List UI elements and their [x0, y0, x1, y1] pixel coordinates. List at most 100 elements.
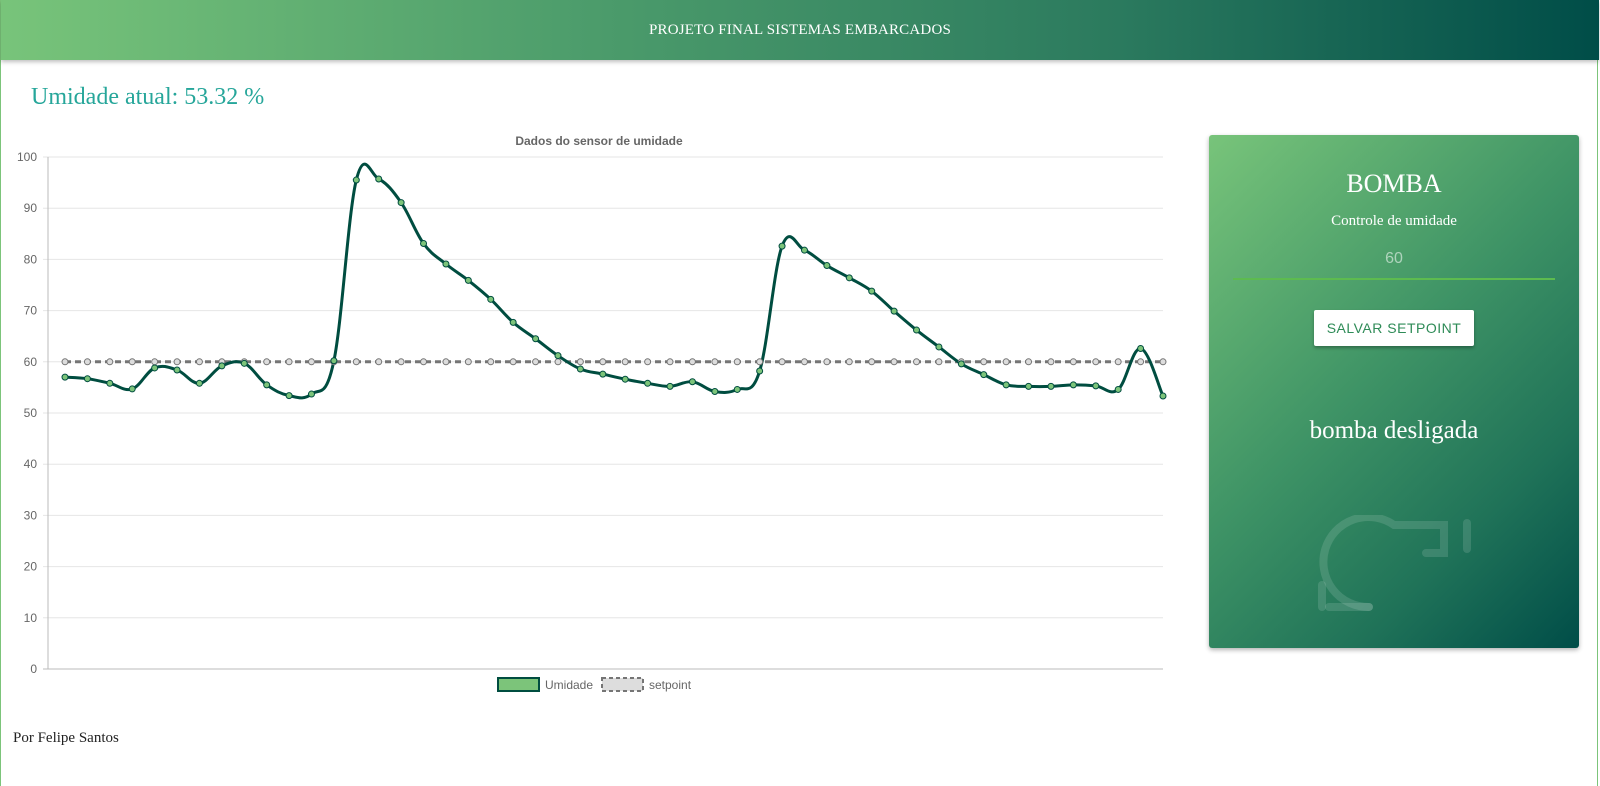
umidade-point[interactable]: [464, 276, 472, 284]
umidade-point[interactable]: [1069, 381, 1077, 389]
umidade-point[interactable]: [576, 365, 584, 373]
umidade-point[interactable]: [442, 260, 450, 268]
umidade-point[interactable]: [532, 335, 540, 343]
setpoint-point[interactable]: [711, 358, 719, 366]
legend-label-umidade[interactable]: Umidade: [545, 678, 593, 692]
umidade-point[interactable]: [688, 378, 696, 386]
setpoint-point[interactable]: [307, 358, 315, 366]
umidade-point[interactable]: [845, 274, 853, 282]
umidade-point[interactable]: [666, 382, 674, 390]
setpoint-point[interactable]: [420, 358, 428, 366]
setpoint-point[interactable]: [1114, 358, 1122, 366]
setpoint-point[interactable]: [890, 358, 898, 366]
setpoint-point[interactable]: [83, 358, 91, 366]
setpoint-point[interactable]: [1047, 358, 1055, 366]
umidade-point[interactable]: [800, 246, 808, 254]
umidade-point[interactable]: [263, 381, 271, 389]
setpoint-point[interactable]: [644, 358, 652, 366]
setpoint-point[interactable]: [733, 358, 741, 366]
setpoint-point[interactable]: [61, 358, 69, 366]
setpoint-point[interactable]: [778, 358, 786, 366]
setpoint-point[interactable]: [532, 358, 540, 366]
umidade-point[interactable]: [106, 379, 114, 387]
umidade-point[interactable]: [61, 373, 69, 381]
setpoint-point[interactable]: [599, 358, 607, 366]
umidade-point[interactable]: [1137, 344, 1145, 352]
umidade-point[interactable]: [599, 370, 607, 378]
umidade-point[interactable]: [823, 262, 831, 270]
umidade-point[interactable]: [554, 352, 562, 360]
setpoint-point[interactable]: [576, 358, 584, 366]
umidade-point[interactable]: [733, 385, 741, 393]
umidade-point[interactable]: [285, 392, 293, 400]
setpoint-point[interactable]: [195, 358, 203, 366]
umidade-point[interactable]: [913, 326, 921, 334]
umidade-point[interactable]: [868, 287, 876, 295]
umidade-point[interactable]: [195, 379, 203, 387]
umidade-point[interactable]: [487, 295, 495, 303]
legend-swatch-umidade[interactable]: [497, 677, 540, 692]
setpoint-point[interactable]: [1069, 358, 1077, 366]
setpoint-point[interactable]: [688, 358, 696, 366]
setpoint-point[interactable]: [621, 358, 629, 366]
setpoint-point[interactable]: [173, 358, 181, 366]
umidade-point[interactable]: [1025, 382, 1033, 390]
umidade-point[interactable]: [1159, 392, 1167, 400]
umidade-point[interactable]: [240, 359, 248, 367]
umidade-point[interactable]: [128, 385, 136, 393]
umidade-point[interactable]: [957, 360, 965, 368]
setpoint-point[interactable]: [487, 358, 495, 366]
setpoint-point[interactable]: [442, 358, 450, 366]
umidade-point[interactable]: [1092, 382, 1100, 390]
save-setpoint-button[interactable]: SALVAR SETPOINT: [1314, 310, 1474, 346]
umidade-point[interactable]: [644, 379, 652, 387]
umidade-point[interactable]: [935, 343, 943, 351]
setpoint-point[interactable]: [128, 358, 136, 366]
umidade-point[interactable]: [621, 375, 629, 383]
setpoint-point[interactable]: [913, 358, 921, 366]
setpoint-point[interactable]: [1025, 358, 1033, 366]
setpoint-point[interactable]: [845, 358, 853, 366]
setpoint-point[interactable]: [1159, 358, 1167, 366]
umidade-point[interactable]: [756, 367, 764, 375]
umidade-point[interactable]: [83, 375, 91, 383]
chart-legend[interactable]: Umidade setpoint: [497, 677, 692, 692]
legend-swatch-setpoint[interactable]: [601, 677, 644, 692]
setpoint-point[interactable]: [106, 358, 114, 366]
umidade-point[interactable]: [352, 176, 360, 184]
umidade-point[interactable]: [420, 240, 428, 248]
umidade-point[interactable]: [173, 366, 181, 374]
setpoint-point[interactable]: [397, 358, 405, 366]
setpoint-point[interactable]: [666, 358, 674, 366]
setpoint-point[interactable]: [1137, 358, 1145, 366]
umidade-point[interactable]: [890, 307, 898, 315]
umidade-point[interactable]: [330, 357, 338, 365]
umidade-point[interactable]: [1047, 382, 1055, 390]
setpoint-point[interactable]: [935, 358, 943, 366]
umidade-point[interactable]: [980, 371, 988, 379]
umidade-point[interactable]: [307, 390, 315, 398]
setpoint-point[interactable]: [509, 358, 517, 366]
setpoint-point[interactable]: [1002, 358, 1010, 366]
setpoint-point[interactable]: [263, 358, 271, 366]
setpoint-point[interactable]: [464, 358, 472, 366]
umidade-point[interactable]: [778, 242, 786, 250]
umidade-point[interactable]: [1002, 381, 1010, 389]
umidade-point[interactable]: [509, 318, 517, 326]
setpoint-point[interactable]: [800, 358, 808, 366]
umidade-point[interactable]: [375, 175, 383, 183]
legend-label-setpoint[interactable]: setpoint: [649, 678, 692, 692]
setpoint-point[interactable]: [980, 358, 988, 366]
setpoint-point[interactable]: [151, 358, 159, 366]
setpoint-point[interactable]: [285, 358, 293, 366]
setpoint-point[interactable]: [756, 358, 764, 366]
setpoint-point[interactable]: [1092, 358, 1100, 366]
umidade-point[interactable]: [218, 362, 226, 370]
umidade-point[interactable]: [1114, 385, 1122, 393]
setpoint-point[interactable]: [554, 358, 562, 366]
umidade-point[interactable]: [711, 387, 719, 395]
setpoint-point[interactable]: [823, 358, 831, 366]
setpoint-point[interactable]: [352, 358, 360, 366]
setpoint-point[interactable]: [868, 358, 876, 366]
umidade-point[interactable]: [397, 199, 405, 207]
